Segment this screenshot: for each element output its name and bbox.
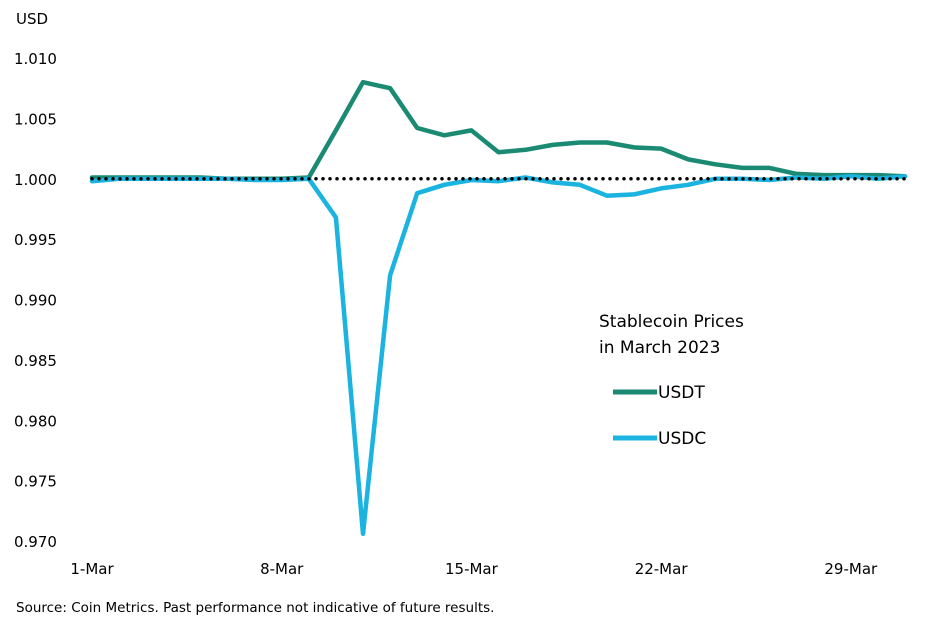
y-tick-label: 0.995 (14, 231, 57, 249)
legend-label-usdc: USDC (658, 429, 706, 449)
y-tick-label: 1.005 (14, 110, 57, 128)
source-note: Source: Coin Metrics. Past performance n… (16, 600, 494, 616)
series-line-usdc (89, 174, 908, 537)
chart-title-line-2: in March 2023 (599, 338, 720, 358)
y-axis-label: USD (16, 10, 48, 28)
series-line-usdt (89, 79, 908, 182)
x-tick-label: 29-Mar (824, 560, 878, 578)
y-tick-label: 0.975 (14, 473, 57, 491)
x-tick-label: 15-Mar (445, 560, 499, 578)
y-axis-ticks: 1.010 1.005 1.000 0.995 0.990 0.985 0.980 0.975… (14, 50, 57, 551)
x-tick-label: 8-Mar (260, 560, 304, 578)
x-tick-label: 22-Mar (635, 560, 689, 578)
x-tick-label: 1-Mar (70, 560, 114, 578)
legend-label-usdt: USDT (658, 383, 705, 403)
y-tick-label: 0.980 (14, 412, 57, 430)
y-tick-label: 1.000 (14, 171, 57, 189)
y-tick-label: 1.010 (14, 50, 57, 68)
y-tick-label: 0.990 (14, 292, 57, 310)
x-axis-ticks: 1-Mar 8-Mar 15-Mar 22-Mar 29-Mar (70, 560, 878, 578)
legend: Stablecoin Prices in March 2023 USDT USD… (599, 312, 744, 449)
y-tick-label: 0.985 (14, 352, 57, 370)
series-layer (89, 79, 908, 537)
y-tick-label: 0.970 (14, 533, 57, 551)
chart-title-line-1: Stablecoin Prices (599, 312, 744, 332)
